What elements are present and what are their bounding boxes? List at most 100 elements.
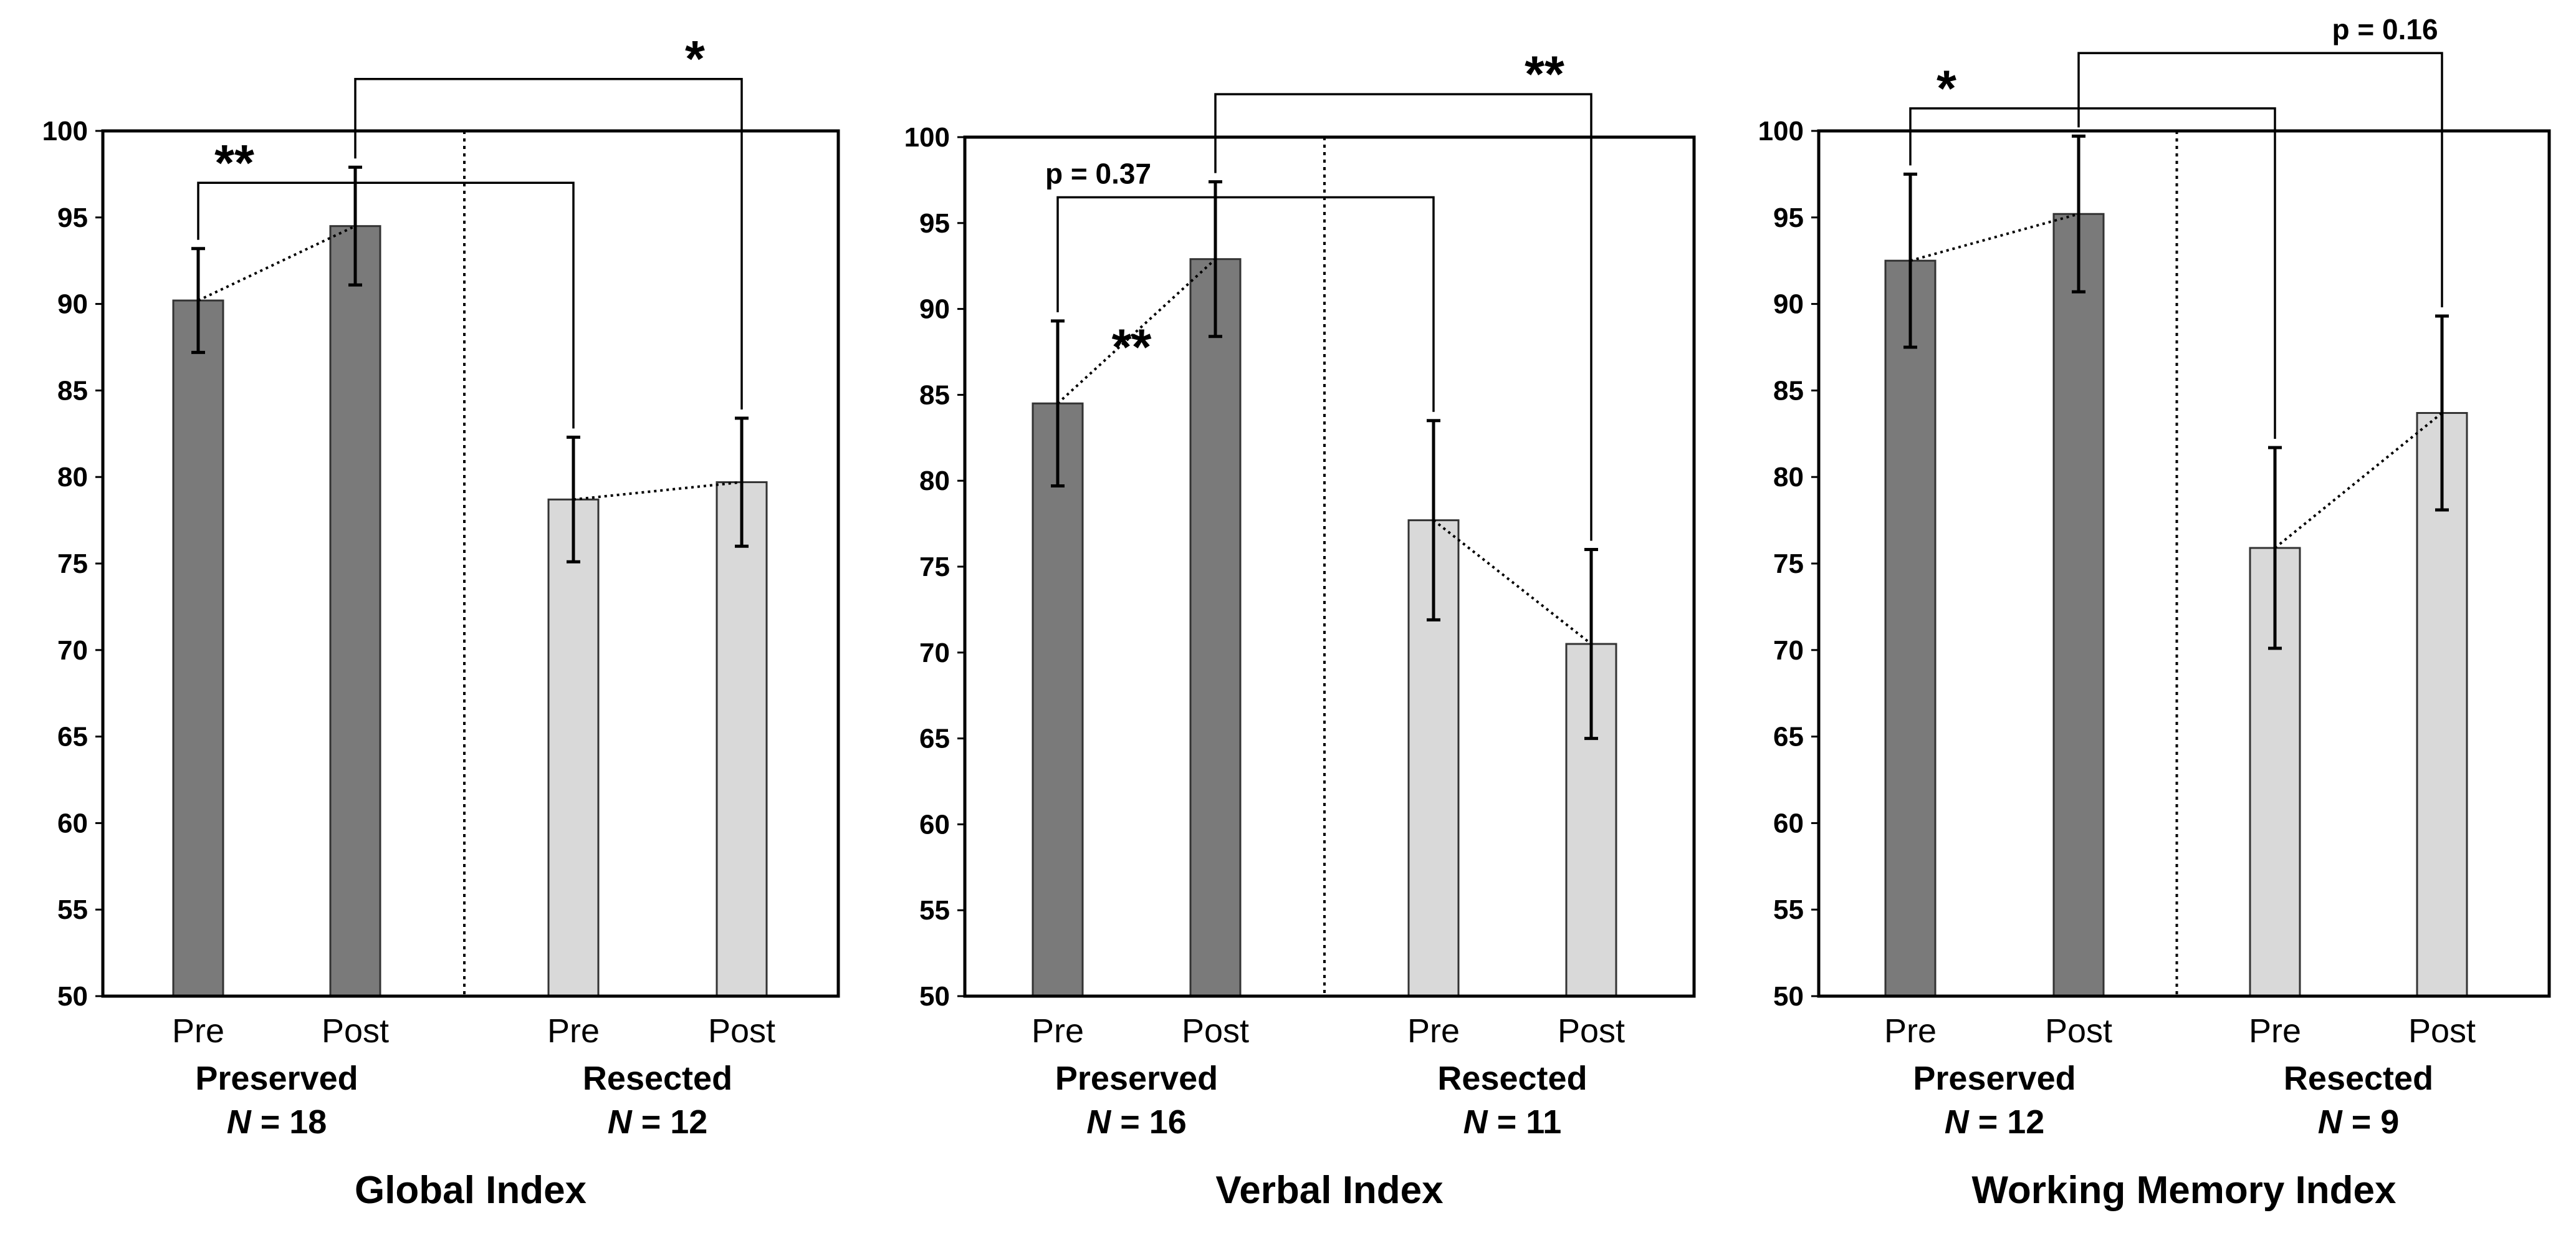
y-tick-label: 65 — [57, 722, 88, 752]
chart-title: Global Index — [355, 1169, 587, 1212]
y-tick-label: 90 — [919, 294, 950, 325]
y-tick-label: 85 — [1773, 375, 1804, 406]
y-tick-label: 80 — [57, 462, 88, 492]
y-tick-label: 60 — [57, 808, 88, 838]
sample-size-space — [251, 1103, 261, 1141]
plot-frame — [101, 129, 840, 998]
y-tick-label: 100 — [904, 122, 950, 153]
group-label: Preserved — [195, 1060, 358, 1097]
x-tick-label: Post — [2045, 1012, 2112, 1050]
bar-preserved-pre — [1032, 402, 1084, 997]
y-tick-label: 90 — [57, 289, 88, 320]
chart-title: Verbal Index — [1215, 1169, 1444, 1212]
plot-frame — [963, 135, 1696, 998]
sample-size-symbol: N — [1463, 1103, 1488, 1141]
significance-stars: ** — [1525, 46, 1564, 103]
y-tick-label: 65 — [919, 724, 950, 754]
y-tick-label: 80 — [919, 466, 950, 496]
sample-size-label: N = 11 — [1463, 1103, 1562, 1141]
x-tick-label: Post — [1558, 1012, 1625, 1050]
y-tick-label: 50 — [57, 981, 88, 1012]
y-tick-label: 55 — [919, 895, 950, 926]
y-tick-label: 90 — [1773, 289, 1804, 320]
significance-stars: ** — [214, 135, 254, 191]
bar-preserved-post — [2052, 213, 2105, 997]
bar-preserved-pre — [172, 299, 224, 997]
x-tick-label: Post — [708, 1012, 775, 1050]
y-tick-label: 95 — [57, 203, 88, 233]
comparison-bracket — [354, 77, 743, 410]
significance-stars: * — [685, 31, 705, 88]
significance-stars: * — [1937, 60, 1956, 117]
bar-preserved-post — [329, 225, 381, 997]
y-tick-label: 65 — [1773, 722, 1804, 752]
x-tick-label: Pre — [1884, 1012, 1937, 1050]
pre-post-connector — [198, 224, 356, 302]
sample-size-label: N = 18 — [227, 1103, 327, 1141]
sample-size-value: = 12 — [641, 1103, 708, 1141]
x-tick-label: Pre — [2249, 1012, 2301, 1050]
y-tick-label: 50 — [919, 981, 950, 1012]
x-tick-label: Post — [2408, 1012, 2476, 1050]
x-tick-label: Post — [322, 1012, 389, 1050]
chart-panel-3: 50 55 60 65 70 75 80 85 90 95 100 Pre Post Preserved N… — [1758, 13, 2551, 1212]
y-tick-label: 80 — [1773, 462, 1804, 492]
pre-post-connector — [1910, 213, 2079, 262]
sample-size-symbol: N — [227, 1103, 252, 1141]
sample-size-symbol: N — [608, 1103, 633, 1141]
y-tick-label: 70 — [57, 635, 88, 666]
y-tick-label: 85 — [919, 380, 950, 410]
comparison-bracket — [2077, 52, 2443, 308]
sample-size-value: = 9 — [2352, 1103, 2400, 1141]
sample-size-value: = 16 — [1120, 1103, 1187, 1141]
bar-preserved-pre — [1884, 259, 1937, 997]
bar-resected-post — [716, 481, 768, 997]
sample-size-space — [1488, 1103, 1497, 1141]
comparison-bracket — [197, 181, 575, 429]
sample-size-value: = 12 — [1978, 1103, 2045, 1141]
p-value-label: p = 0.16 — [2332, 13, 2438, 46]
y-tick-label: 75 — [1773, 549, 1804, 579]
x-tick-label: Pre — [1407, 1012, 1460, 1050]
x-tick-label: Pre — [1032, 1012, 1084, 1050]
sample-size-label: N = 9 — [2318, 1103, 2400, 1141]
y-tick-label: 75 — [919, 552, 950, 582]
y-tick-label: 95 — [919, 208, 950, 239]
within-significance-stars: ** — [1112, 319, 1152, 376]
sample-size-symbol: N — [1945, 1103, 1970, 1141]
comparison-bracket — [1056, 196, 1435, 412]
pre-post-connector — [1056, 258, 1217, 405]
y-tick-label: 55 — [57, 895, 88, 925]
y-tick-label: 60 — [1773, 808, 1804, 838]
y-tick-label: 50 — [1773, 981, 1804, 1012]
sample-size-space — [1969, 1103, 1978, 1141]
plot-frame — [1817, 129, 2551, 998]
sample-size-label: N = 12 — [1945, 1103, 2045, 1141]
bar-resected-post — [2416, 411, 2468, 997]
sample-size-space — [2342, 1103, 2352, 1141]
group-label: Resected — [2284, 1060, 2433, 1097]
sample-size-value: = 11 — [1497, 1103, 1562, 1141]
sample-size-symbol: N — [1086, 1103, 1111, 1141]
x-tick-label: Pre — [547, 1012, 600, 1050]
sample-size-symbol: N — [2318, 1103, 2343, 1141]
y-tick-label: 85 — [57, 375, 88, 406]
sample-size-space — [1111, 1103, 1120, 1141]
y-tick-label: 70 — [1773, 635, 1804, 666]
y-tick-label: 100 — [42, 116, 88, 146]
bar-resected-pre — [547, 498, 600, 997]
comparison-bracket — [1214, 93, 1592, 541]
bar-preserved-post — [1189, 258, 1242, 997]
x-tick-label: Pre — [172, 1012, 224, 1050]
group-label: Resected — [583, 1060, 732, 1097]
y-tick-label: 95 — [1773, 203, 1804, 233]
comparison-bracket — [1909, 107, 2276, 439]
chart-panel-1: 50 55 60 65 70 75 80 85 90 95 100 Pre Post Preserved N… — [42, 31, 840, 1212]
sample-size-label: N = 12 — [608, 1103, 708, 1141]
group-label: Preserved — [1913, 1060, 2076, 1097]
y-tick-label: 70 — [919, 638, 950, 668]
y-tick-label: 75 — [57, 549, 88, 579]
chart-panel-2: 50 55 60 65 70 75 80 85 90 95 100 Pre Post Preserved N… — [904, 46, 1696, 1212]
y-tick-label: 55 — [1773, 895, 1804, 925]
